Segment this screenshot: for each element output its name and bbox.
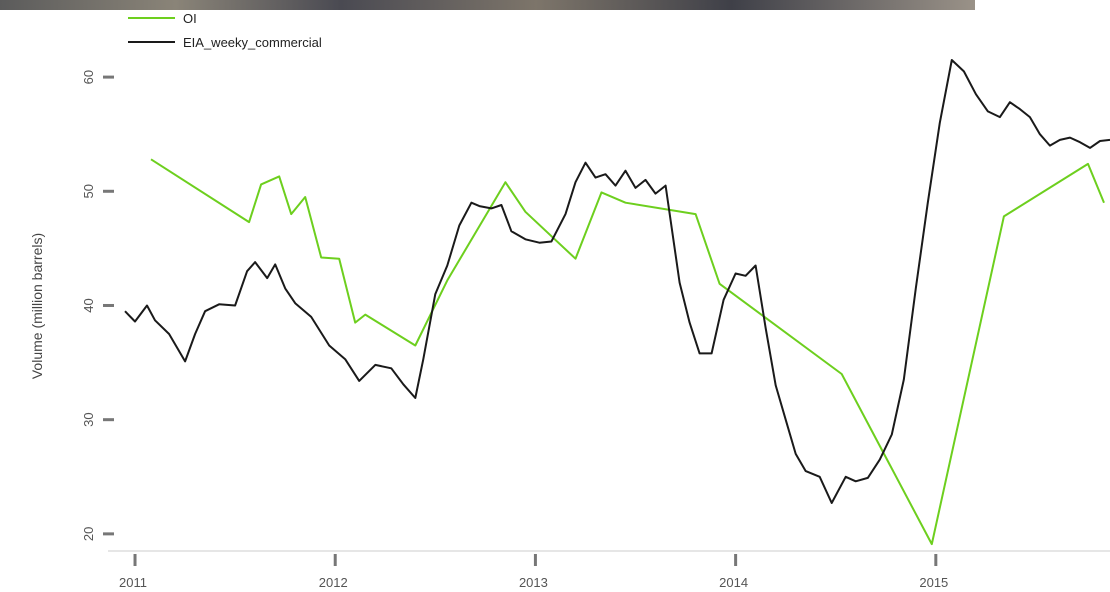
- legend: OI EIA_weeky_commercial: [128, 11, 322, 50]
- x-tick-label: 2012: [319, 575, 348, 590]
- y-axis-ticks: 20 30 40 50 60: [81, 70, 114, 541]
- legend-label: EIA_weeky_commercial: [183, 35, 322, 50]
- legend-label: OI: [183, 11, 197, 26]
- x-tick-label: 2013: [519, 575, 548, 590]
- y-tick-label: 40: [81, 298, 96, 312]
- x-axis-ticks: 2011 2012 2013 2014 2015: [119, 554, 948, 590]
- y-tick-label: 20: [81, 527, 96, 541]
- series-line-1: [124, 59, 1110, 504]
- y-tick-label: 50: [81, 184, 96, 198]
- series-line-0: [150, 158, 1105, 546]
- y-tick-label: 60: [81, 70, 96, 84]
- y-axis-title: Volume (million barrels): [29, 233, 45, 379]
- x-tick-label: 2015: [919, 575, 948, 590]
- x-tick-label: 2011: [119, 575, 147, 590]
- y-tick-label: 30: [81, 412, 96, 426]
- x-tick-label: 2014: [719, 575, 748, 590]
- series-layer: [124, 59, 1110, 546]
- header-image-strip: [0, 0, 975, 10]
